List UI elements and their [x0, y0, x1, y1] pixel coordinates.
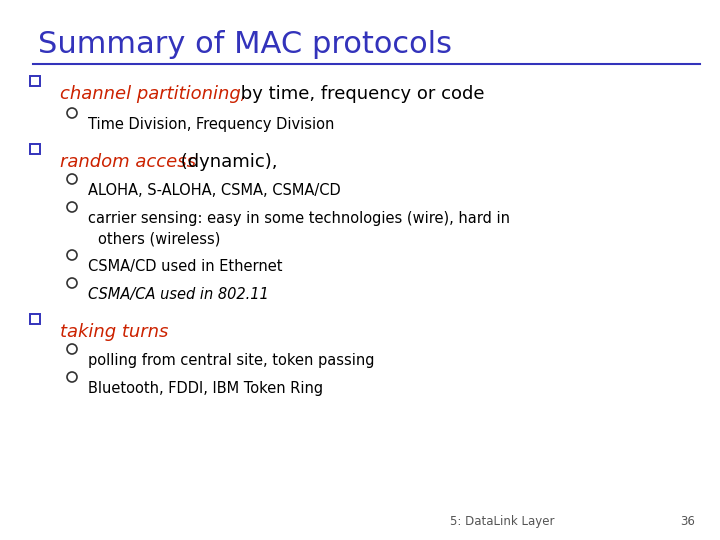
- Text: channel partitioning,: channel partitioning,: [60, 85, 246, 103]
- Text: random access: random access: [60, 153, 196, 171]
- Text: by time, frequency or code: by time, frequency or code: [235, 85, 485, 103]
- Text: Time Division, Frequency Division: Time Division, Frequency Division: [88, 117, 334, 132]
- Text: taking turns: taking turns: [60, 323, 168, 341]
- Text: CSMA/CA used in 802.11: CSMA/CA used in 802.11: [88, 287, 269, 302]
- Text: (dynamic),: (dynamic),: [175, 153, 277, 171]
- Text: 5: DataLink Layer: 5: DataLink Layer: [450, 515, 554, 528]
- Text: 36: 36: [680, 515, 695, 528]
- Text: carrier sensing: easy in some technologies (wire), hard in: carrier sensing: easy in some technologi…: [88, 211, 510, 226]
- Text: ALOHA, S-ALOHA, CSMA, CSMA/CD: ALOHA, S-ALOHA, CSMA, CSMA/CD: [88, 183, 341, 198]
- Text: Summary of MAC protocols: Summary of MAC protocols: [38, 30, 452, 59]
- Text: others (wireless): others (wireless): [98, 231, 220, 246]
- Text: polling from central site, token passing: polling from central site, token passing: [88, 353, 374, 368]
- Text: Bluetooth, FDDI, IBM Token Ring: Bluetooth, FDDI, IBM Token Ring: [88, 381, 323, 396]
- Text: CSMA/CD used in Ethernet: CSMA/CD used in Ethernet: [88, 259, 282, 274]
